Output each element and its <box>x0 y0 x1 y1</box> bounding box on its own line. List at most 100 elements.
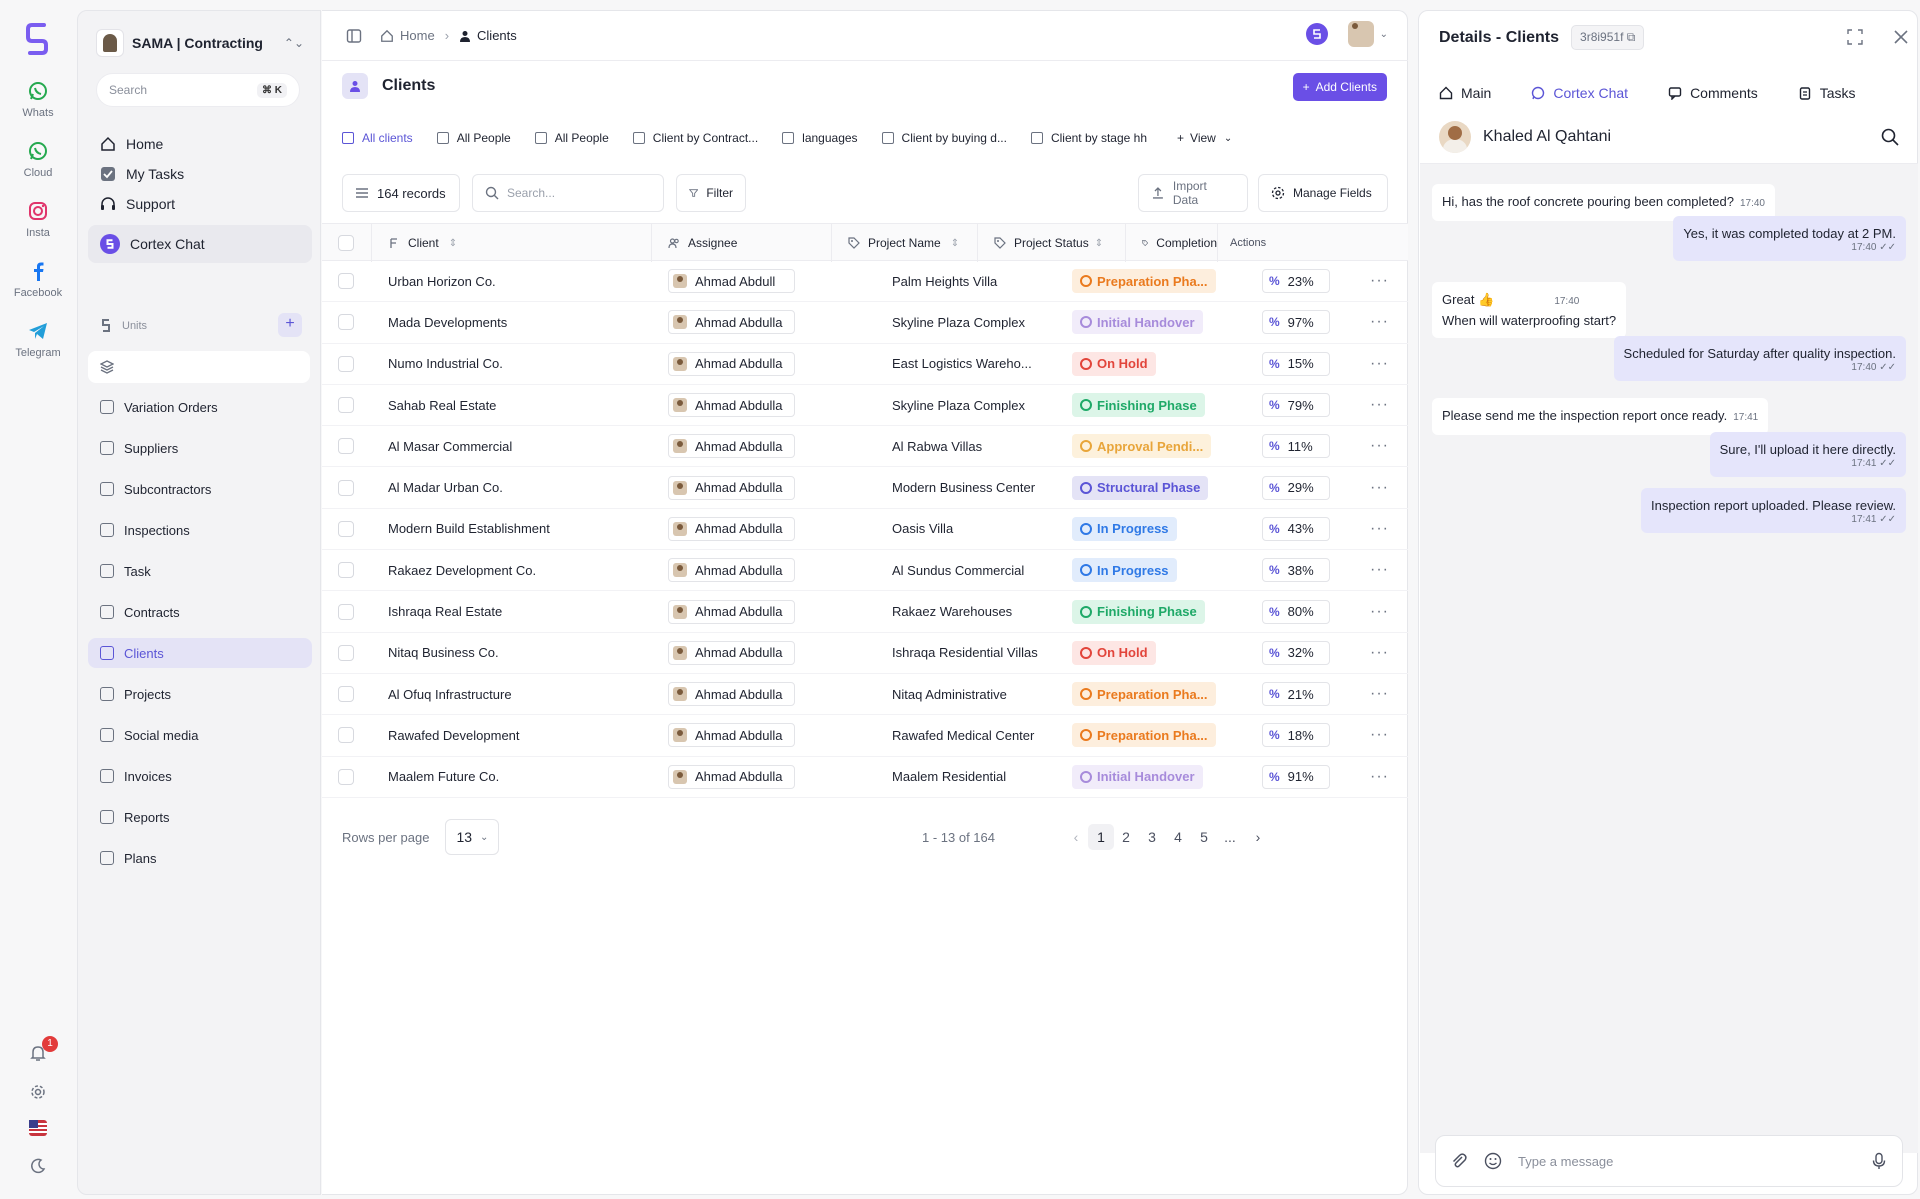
row-checkbox[interactable] <box>338 438 354 455</box>
tab-cortex-chat[interactable]: Cortex Chat <box>1531 85 1628 101</box>
row-actions-button[interactable]: ··· <box>1370 272 1389 290</box>
page-number[interactable]: 3 <box>1148 829 1156 845</box>
column-project-name[interactable]: Project Name ⇕ <box>832 224 978 262</box>
sidebar-item-reports[interactable]: Reports <box>88 802 312 832</box>
status-badge[interactable]: Initial Handover <box>1072 764 1203 789</box>
status-badge[interactable]: Preparation Pha... <box>1072 269 1216 294</box>
outgoing-message[interactable]: Scheduled for Saturday after quality ins… <box>1613 336 1906 381</box>
row-actions-button[interactable]: ··· <box>1370 685 1389 703</box>
incoming-message[interactable]: Please send me the inspection report onc… <box>1432 398 1769 435</box>
prev-page-icon[interactable]: ‹ <box>1073 829 1079 845</box>
assignee-chip[interactable]: Ahmad Abdulla <box>668 475 795 500</box>
add-unit-button[interactable]: + <box>278 313 302 337</box>
page-number[interactable]: ... <box>1224 829 1236 845</box>
client-name[interactable]: Al Masar Commercial <box>388 438 513 454</box>
unit-item[interactable] <box>88 351 310 383</box>
page-number[interactable]: 4 <box>1174 829 1182 845</box>
sidebar-item-inspections[interactable]: Inspections <box>88 515 312 545</box>
outgoing-message[interactable]: Inspection report uploaded. Please revie… <box>1641 488 1906 533</box>
sidebar-item-clients[interactable]: Clients <box>88 638 312 668</box>
breadcrumb-home[interactable]: Home <box>400 28 435 43</box>
row-checkbox[interactable] <box>338 768 354 785</box>
row-checkbox[interactable] <box>338 355 354 372</box>
client-name[interactable]: Mada Developments <box>388 314 508 330</box>
select-all-checkbox[interactable] <box>338 235 354 251</box>
row-actions-button[interactable]: ··· <box>1370 478 1389 496</box>
table-search-input[interactable]: Search... <box>472 174 664 212</box>
table-row[interactable]: Nitaq Business Co. Ahmad Abdulla Ishraqa R… <box>322 633 1408 674</box>
row-actions-button[interactable]: ··· <box>1370 313 1389 331</box>
row-actions-button[interactable]: ··· <box>1370 767 1389 785</box>
sidebar-toggle-icon[interactable] <box>346 28 362 44</box>
filter-button[interactable]: Filter <box>676 174 746 212</box>
sidebar-item-variation-orders[interactable]: Variation Orders <box>88 392 312 422</box>
page-number[interactable]: 1 <box>1088 824 1114 850</box>
column-assignee[interactable]: Assignee <box>652 224 832 262</box>
page-number[interactable]: 5 <box>1200 829 1208 845</box>
cortex-chat-shortcut[interactable] <box>1305 23 1328 45</box>
client-name[interactable]: Modern Build Establishment <box>388 521 550 537</box>
client-name[interactable]: Rawafed Development <box>388 727 520 743</box>
row-actions-button[interactable]: ··· <box>1370 354 1389 372</box>
expand-icon[interactable] <box>1847 29 1863 45</box>
row-checkbox[interactable] <box>338 397 354 414</box>
row-actions-button[interactable]: ··· <box>1370 437 1389 455</box>
table-row[interactable]: Ishraqa Real Estate Ahmad Abdulla Rakaez W… <box>322 591 1408 633</box>
row-checkbox[interactable] <box>338 520 354 537</box>
sidebar-item-social-media[interactable]: Social media <box>88 720 312 750</box>
column-completion[interactable]: Completion <box>1126 224 1218 262</box>
outgoing-message[interactable]: Sure, I'll upload it here directly. 17:41… <box>1709 432 1906 477</box>
import-data-button[interactable]: Import Data <box>1138 174 1248 212</box>
view-tab[interactable]: All People <box>436 131 511 145</box>
table-row[interactable]: Modern Build Establishment Ahmad Abdulla O… <box>322 509 1408 551</box>
table-row[interactable]: Rawafed Development Ahmad Abdulla Rawafed … <box>322 715 1408 757</box>
tab-main[interactable]: Main <box>1439 85 1491 101</box>
next-page-icon[interactable]: › <box>1255 829 1261 845</box>
sidebar-item-task[interactable]: Task <box>88 556 312 586</box>
status-badge[interactable]: On Hold <box>1072 351 1156 376</box>
status-badge[interactable]: In Progress <box>1072 516 1177 541</box>
column-client[interactable]: Client ⇕ <box>372 224 652 262</box>
settings-button[interactable] <box>0 1084 76 1103</box>
status-badge[interactable]: In Progress <box>1072 558 1177 583</box>
row-actions-button[interactable]: ··· <box>1370 643 1389 661</box>
search-icon[interactable] <box>1881 128 1899 146</box>
user-menu[interactable]: ⌄ <box>1347 21 1388 47</box>
row-actions-button[interactable]: ··· <box>1370 519 1389 537</box>
assignee-chip[interactable]: Ahmad Abdulla <box>668 599 795 624</box>
nav-home[interactable]: Home <box>88 127 312 161</box>
assignee-chip[interactable]: Ahmad Abdulla <box>668 558 795 583</box>
client-name[interactable]: Maalem Future Co. <box>388 769 500 785</box>
row-actions-button[interactable]: ··· <box>1370 602 1389 620</box>
row-checkbox[interactable] <box>338 686 354 703</box>
language-button[interactable] <box>0 1120 76 1139</box>
table-row[interactable]: Maalem Future Co. Ahmad Abdulla Maalem Res… <box>322 757 1408 798</box>
status-badge[interactable]: Initial Handover <box>1072 310 1203 335</box>
table-row[interactable]: Al Masar Commercial Ahmad Abdulla Al Rabwa… <box>322 426 1408 468</box>
view-tab[interactable]: Client by stage hh <box>1030 131 1147 145</box>
table-row[interactable]: Sahab Real Estate Ahmad Abdulla Skyline Pl… <box>322 385 1408 427</box>
sidebar-item-invoices[interactable]: Invoices <box>88 761 312 791</box>
workspace-switcher[interactable]: SAMA | Contracting ⌃⌄ <box>96 25 304 61</box>
assignee-chip[interactable]: Ahmad Abdulla <box>668 310 795 335</box>
tab-tasks[interactable]: Tasks <box>1798 85 1856 101</box>
view-tab[interactable]: Client by Contract... <box>632 131 758 145</box>
row-checkbox[interactable] <box>338 644 354 661</box>
status-badge[interactable]: Finishing Phase <box>1072 393 1205 418</box>
nav-cortex-chat[interactable]: Cortex Chat <box>88 225 312 263</box>
client-name[interactable]: Al Madar Urban Co. <box>388 480 503 496</box>
view-tab[interactable]: Client by buying d... <box>881 131 1007 145</box>
table-row[interactable]: Rakaez Development Co. Ahmad Abdulla Al Su… <box>322 550 1408 592</box>
row-checkbox[interactable] <box>338 562 354 579</box>
app-logo-icon[interactable] <box>24 22 52 56</box>
table-row[interactable]: Urban Horizon Co. Ahmad Abdull Palm Height… <box>322 261 1408 303</box>
row-checkbox[interactable] <box>338 314 354 331</box>
client-name[interactable]: Rakaez Development Co. <box>388 562 537 578</box>
sidebar-item-plans[interactable]: Plans <box>88 843 312 873</box>
assignee-chip[interactable]: Ahmad Abdulla <box>668 640 795 665</box>
sidebar-item-contracts[interactable]: Contracts <box>88 597 312 627</box>
row-checkbox[interactable] <box>338 479 354 496</box>
assignee-chip[interactable]: Ahmad Abdulla <box>668 393 795 418</box>
row-actions-button[interactable]: ··· <box>1370 396 1389 414</box>
rail-whatsapp[interactable]: Whats <box>0 80 76 119</box>
